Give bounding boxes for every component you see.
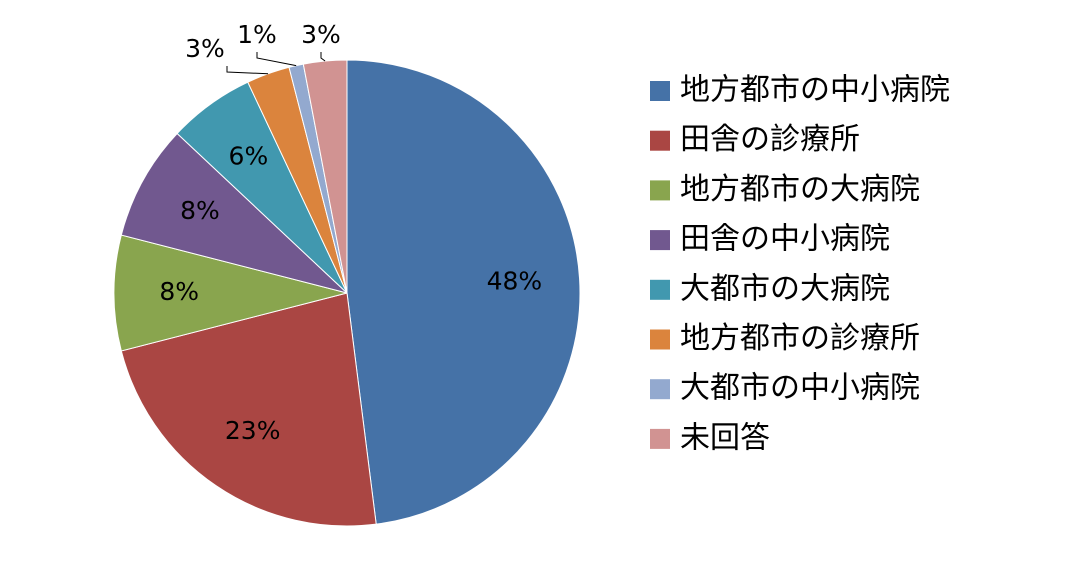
legend-label: 田舎の診療所	[680, 122, 860, 157]
legend-label: 未回答	[680, 420, 770, 455]
pie-slice	[120, 292, 377, 527]
legend-label: 田舎の中小病院	[680, 222, 890, 257]
data-label: 23%	[225, 416, 281, 445]
data-label: 3%	[301, 20, 341, 49]
legend-swatch	[650, 428, 670, 449]
leader-line	[320, 52, 326, 62]
data-label: 1%	[237, 20, 277, 49]
legend-swatch	[650, 180, 670, 201]
data-label: 8%	[159, 277, 199, 306]
pie-slice	[113, 234, 348, 352]
data-label: 3%	[185, 34, 225, 63]
data-label: 48%	[487, 266, 543, 295]
pie-slice	[346, 59, 581, 525]
leader-line	[256, 52, 297, 67]
pie-slice	[120, 132, 348, 294]
legend-label: 地方都市の中小病院	[680, 73, 950, 108]
legend-swatch	[650, 379, 670, 400]
legend-label: 地方都市の診療所	[680, 321, 920, 356]
legend-swatch	[650, 81, 670, 101]
legend-swatch	[650, 329, 670, 350]
data-label: 8%	[180, 196, 220, 225]
legend-label: 大都市の中小病院	[680, 371, 920, 406]
legend-swatch	[650, 279, 670, 300]
legend-swatch	[650, 230, 670, 251]
data-label: 6%	[229, 141, 269, 170]
legend-label: 地方都市の大病院	[680, 172, 920, 207]
legend-swatch	[650, 130, 670, 151]
leader-line	[226, 66, 269, 75]
legend-label: 大都市の大病院	[680, 271, 890, 306]
